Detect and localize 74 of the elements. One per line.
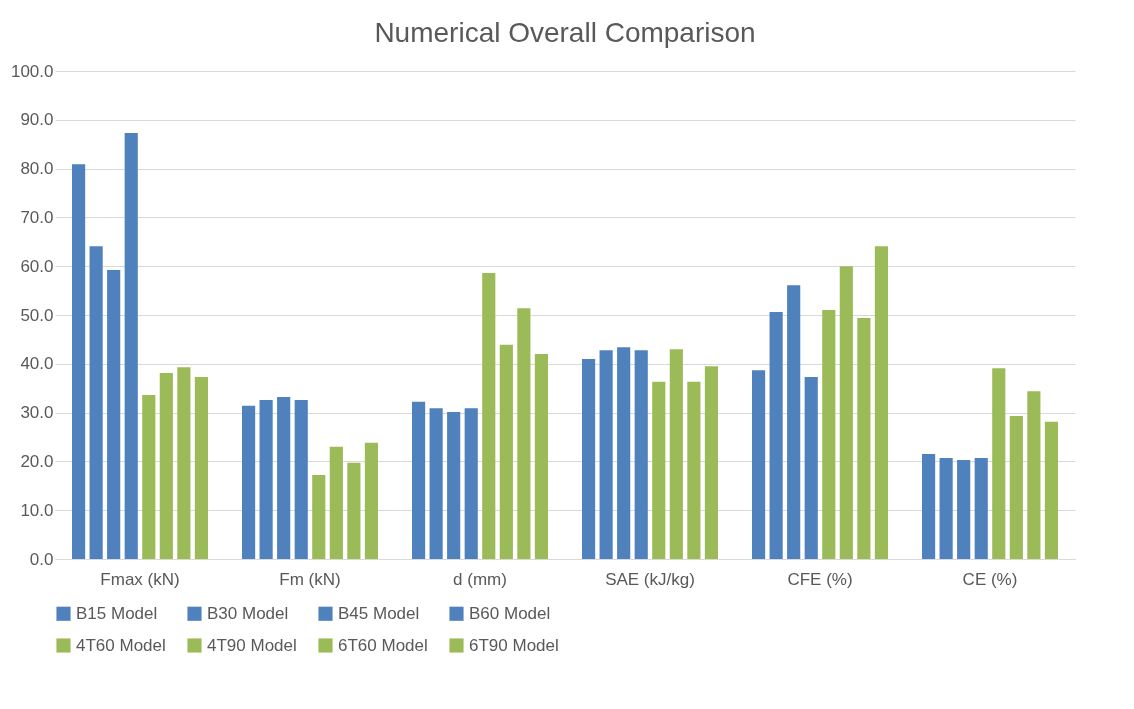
bar [1044, 421, 1058, 559]
y-tick-label: 90.0 [20, 110, 54, 130]
bar [329, 446, 343, 559]
bar [482, 273, 496, 559]
x-tick-label: Fmax (kN) [100, 569, 180, 589]
bar [822, 310, 836, 559]
bar [534, 354, 548, 559]
bar [1009, 416, 1023, 559]
bar [277, 396, 291, 559]
bar [839, 266, 853, 559]
bar [787, 285, 801, 559]
bar [617, 347, 631, 559]
x-tick-label: Fm (kN) [279, 569, 341, 589]
bar [517, 308, 531, 559]
bar [669, 349, 683, 559]
bar [364, 442, 378, 559]
y-tick-label: 50.0 [20, 305, 54, 325]
bar [687, 381, 701, 559]
bar [412, 401, 426, 559]
bar [142, 395, 156, 559]
bar [599, 350, 613, 559]
chart-title: Numerical Overall Comparison [374, 17, 756, 48]
bar [294, 399, 308, 559]
bar [429, 408, 443, 559]
bar [769, 312, 783, 559]
bar [652, 381, 666, 559]
bar [704, 366, 718, 559]
bar [992, 368, 1006, 559]
bar [1027, 391, 1041, 559]
legend-label: 6T90 Model [469, 635, 559, 655]
legend-label: 6T60 Model [338, 635, 428, 655]
bar [804, 376, 818, 559]
bar [259, 399, 273, 559]
y-tick-label: 60.0 [20, 256, 54, 276]
bar [347, 462, 361, 559]
y-tick-label: 70.0 [20, 207, 54, 227]
legend-label: B45 Model [338, 603, 420, 623]
y-tick-label: 0.0 [29, 549, 54, 569]
x-tick-label: CE (%) [962, 569, 1018, 589]
y-tick-label: 30.0 [20, 403, 54, 423]
bar [177, 367, 191, 559]
y-tick-label: 40.0 [20, 354, 54, 374]
bar [89, 246, 103, 559]
bar [124, 132, 138, 559]
legend-label: 4T90 Model [207, 635, 297, 655]
x-tick-label: d (mm) [453, 569, 507, 589]
legend-label: B30 Model [207, 603, 289, 623]
bar [582, 358, 596, 559]
bar [107, 270, 121, 559]
y-tick-label: 10.0 [20, 500, 54, 520]
y-tick-label: 80.0 [20, 159, 54, 179]
bar [499, 344, 513, 559]
bar [974, 457, 988, 559]
bar [72, 164, 86, 559]
bar [194, 376, 208, 559]
bar [752, 370, 766, 559]
bar [447, 412, 461, 559]
legend-label: B60 Model [469, 603, 551, 623]
legend-label: B15 Model [76, 603, 158, 623]
y-tick-label: 100.0 [10, 61, 54, 81]
bar [242, 405, 256, 559]
bar [312, 475, 326, 559]
bar [874, 246, 888, 559]
bar [939, 457, 953, 559]
bar [857, 317, 871, 559]
bar [634, 350, 648, 559]
legend-label: 4T60 Model [76, 635, 166, 655]
x-tick-label: CFE (%) [787, 569, 853, 589]
bar [464, 408, 478, 559]
y-tick-label: 20.0 [20, 451, 54, 471]
x-tick-label: SAE (kJ/kg) [605, 569, 695, 589]
bar [159, 373, 173, 559]
bar [957, 459, 971, 559]
bar [922, 454, 936, 559]
